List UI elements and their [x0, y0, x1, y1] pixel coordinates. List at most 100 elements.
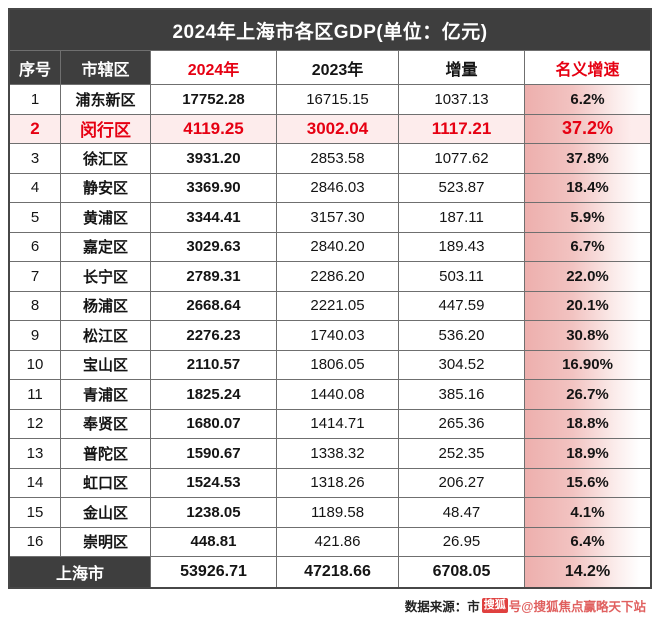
table-row: 11 青浦区 1825.24 1440.08 385.16 26.7% [10, 379, 650, 409]
table-row: 10 宝山区 2110.57 1806.05 304.52 16.90% [10, 349, 650, 379]
table-row: 4 静安区 3369.90 2846.03 523.87 18.4% [10, 172, 650, 202]
cell-district: 长宁区 [60, 261, 150, 291]
cell-2023: 2221.05 [276, 290, 398, 320]
cell-2023: 2846.03 [276, 172, 398, 202]
sohu-logo-icon: 搜狐 [481, 598, 508, 613]
watermark-text: 号@搜狐焦点赢略天下站 [508, 600, 646, 614]
table-row: 15 金山区 1238.05 1189.58 48.47 4.1% [10, 497, 650, 527]
cell-district: 杨浦区 [60, 290, 150, 320]
watermark: 搜狐 号@搜狐焦点赢略天下站 [481, 596, 646, 615]
cell-delta: 187.11 [398, 202, 524, 232]
cell-delta: 523.87 [398, 172, 524, 202]
cell-rank: 16 [10, 526, 60, 556]
table-row: 14 虹口区 1524.53 1318.26 206.27 15.6% [10, 467, 650, 497]
table-row: 1 浦东新区 17752.28 16715.15 1037.13 6.2% [10, 84, 650, 114]
cell-delta: 26.95 [398, 526, 524, 556]
cell-growth: 37.2% [524, 113, 650, 143]
table-total-row: 上海市 53926.71 47218.66 6708.05 14.2% [10, 556, 650, 587]
cell-delta: 189.43 [398, 231, 524, 261]
cell-rank: 5 [10, 202, 60, 232]
cell-2023: 1740.03 [276, 320, 398, 350]
cell-delta: 503.11 [398, 261, 524, 291]
header-cell-growth: 名义增速 [524, 50, 650, 84]
cell-2024: 1524.53 [150, 467, 276, 497]
table-row: 7 长宁区 2789.31 2286.20 503.11 22.0% [10, 261, 650, 291]
cell-growth: 6.2% [524, 84, 650, 114]
cell-rank: 2 [10, 113, 60, 143]
table-row: 6 嘉定区 3029.63 2840.20 189.43 6.7% [10, 231, 650, 261]
cell-delta: 1037.13 [398, 84, 524, 114]
cell-delta: 206.27 [398, 467, 524, 497]
cell-district: 崇明区 [60, 526, 150, 556]
cell-2024: 2668.64 [150, 290, 276, 320]
table-row: 2 闵行区 4119.25 3002.04 1117.21 37.2% [10, 113, 650, 143]
table-row: 12 奉贤区 1680.07 1414.71 265.36 18.8% [10, 408, 650, 438]
cell-delta: 304.52 [398, 349, 524, 379]
cell-2023: 1440.08 [276, 379, 398, 409]
table-row: 9 松江区 2276.23 1740.03 536.20 30.8% [10, 320, 650, 350]
cell-delta: 48.47 [398, 497, 524, 527]
cell-2024: 4119.25 [150, 113, 276, 143]
cell-delta: 447.59 [398, 290, 524, 320]
gdp-table: 2024年上海市各区GDP(单位：亿元) 序号 市辖区 2024年 2023年 增量 名义… [8, 8, 652, 589]
table-row: 16 崇明区 448.81 421.86 26.95 6.4% [10, 526, 650, 556]
total-cell-2023: 47218.66 [276, 556, 398, 587]
cell-growth: 30.8% [524, 320, 650, 350]
cell-delta: 252.35 [398, 438, 524, 468]
cell-district: 宝山区 [60, 349, 150, 379]
cell-growth: 18.8% [524, 408, 650, 438]
cell-2024: 2110.57 [150, 349, 276, 379]
cell-2023: 3157.30 [276, 202, 398, 232]
cell-growth: 22.0% [524, 261, 650, 291]
header-cell-delta: 增量 [398, 50, 524, 84]
total-cell-growth: 14.2% [524, 556, 650, 587]
cell-district: 虹口区 [60, 467, 150, 497]
table-body: 1 浦东新区 17752.28 16715.15 1037.13 6.2% 2 闵行区 4119… [10, 84, 650, 556]
cell-2024: 1238.05 [150, 497, 276, 527]
cell-2023: 2840.20 [276, 231, 398, 261]
cell-district: 闵行区 [60, 113, 150, 143]
cell-district: 黄浦区 [60, 202, 150, 232]
cell-2023: 2853.58 [276, 143, 398, 173]
cell-growth: 16.90% [524, 349, 650, 379]
cell-2023: 2286.20 [276, 261, 398, 291]
header-cell-2023: 2023年 [276, 50, 398, 84]
cell-2023: 1189.58 [276, 497, 398, 527]
cell-district: 奉贤区 [60, 408, 150, 438]
cell-2024: 3931.20 [150, 143, 276, 173]
cell-2024: 17752.28 [150, 84, 276, 114]
cell-2024: 1825.24 [150, 379, 276, 409]
footer: 数据来源：市 搜狐 号@搜狐焦点赢略天下站 [405, 596, 646, 615]
cell-delta: 385.16 [398, 379, 524, 409]
cell-district: 青浦区 [60, 379, 150, 409]
gdp-table-card: 2024年上海市各区GDP(单位：亿元) 序号 市辖区 2024年 2023年 增量 名义… [8, 8, 652, 589]
cell-rank: 10 [10, 349, 60, 379]
cell-district: 普陀区 [60, 438, 150, 468]
cell-growth: 6.4% [524, 526, 650, 556]
header-cell-district: 市辖区 [60, 50, 150, 84]
cell-delta: 536.20 [398, 320, 524, 350]
cell-2024: 1590.67 [150, 438, 276, 468]
cell-growth: 18.4% [524, 172, 650, 202]
cell-2024: 3029.63 [150, 231, 276, 261]
cell-2023: 16715.15 [276, 84, 398, 114]
table-row: 3 徐汇区 3931.20 2853.58 1077.62 37.8% [10, 143, 650, 173]
table-row: 5 黄浦区 3344.41 3157.30 187.11 5.9% [10, 202, 650, 232]
cell-delta: 1117.21 [398, 113, 524, 143]
cell-2024: 1680.07 [150, 408, 276, 438]
cell-growth: 26.7% [524, 379, 650, 409]
cell-2023: 1318.26 [276, 467, 398, 497]
cell-2023: 421.86 [276, 526, 398, 556]
cell-rank: 9 [10, 320, 60, 350]
cell-2023: 1338.32 [276, 438, 398, 468]
cell-2024: 2276.23 [150, 320, 276, 350]
cell-rank: 1 [10, 84, 60, 114]
cell-rank: 8 [10, 290, 60, 320]
cell-district: 浦东新区 [60, 84, 150, 114]
header-cell-2024: 2024年 [150, 50, 276, 84]
page-title: 2024年上海市各区GDP(单位：亿元) [10, 10, 650, 50]
cell-rank: 3 [10, 143, 60, 173]
cell-rank: 12 [10, 408, 60, 438]
cell-delta: 1077.62 [398, 143, 524, 173]
cell-rank: 11 [10, 379, 60, 409]
